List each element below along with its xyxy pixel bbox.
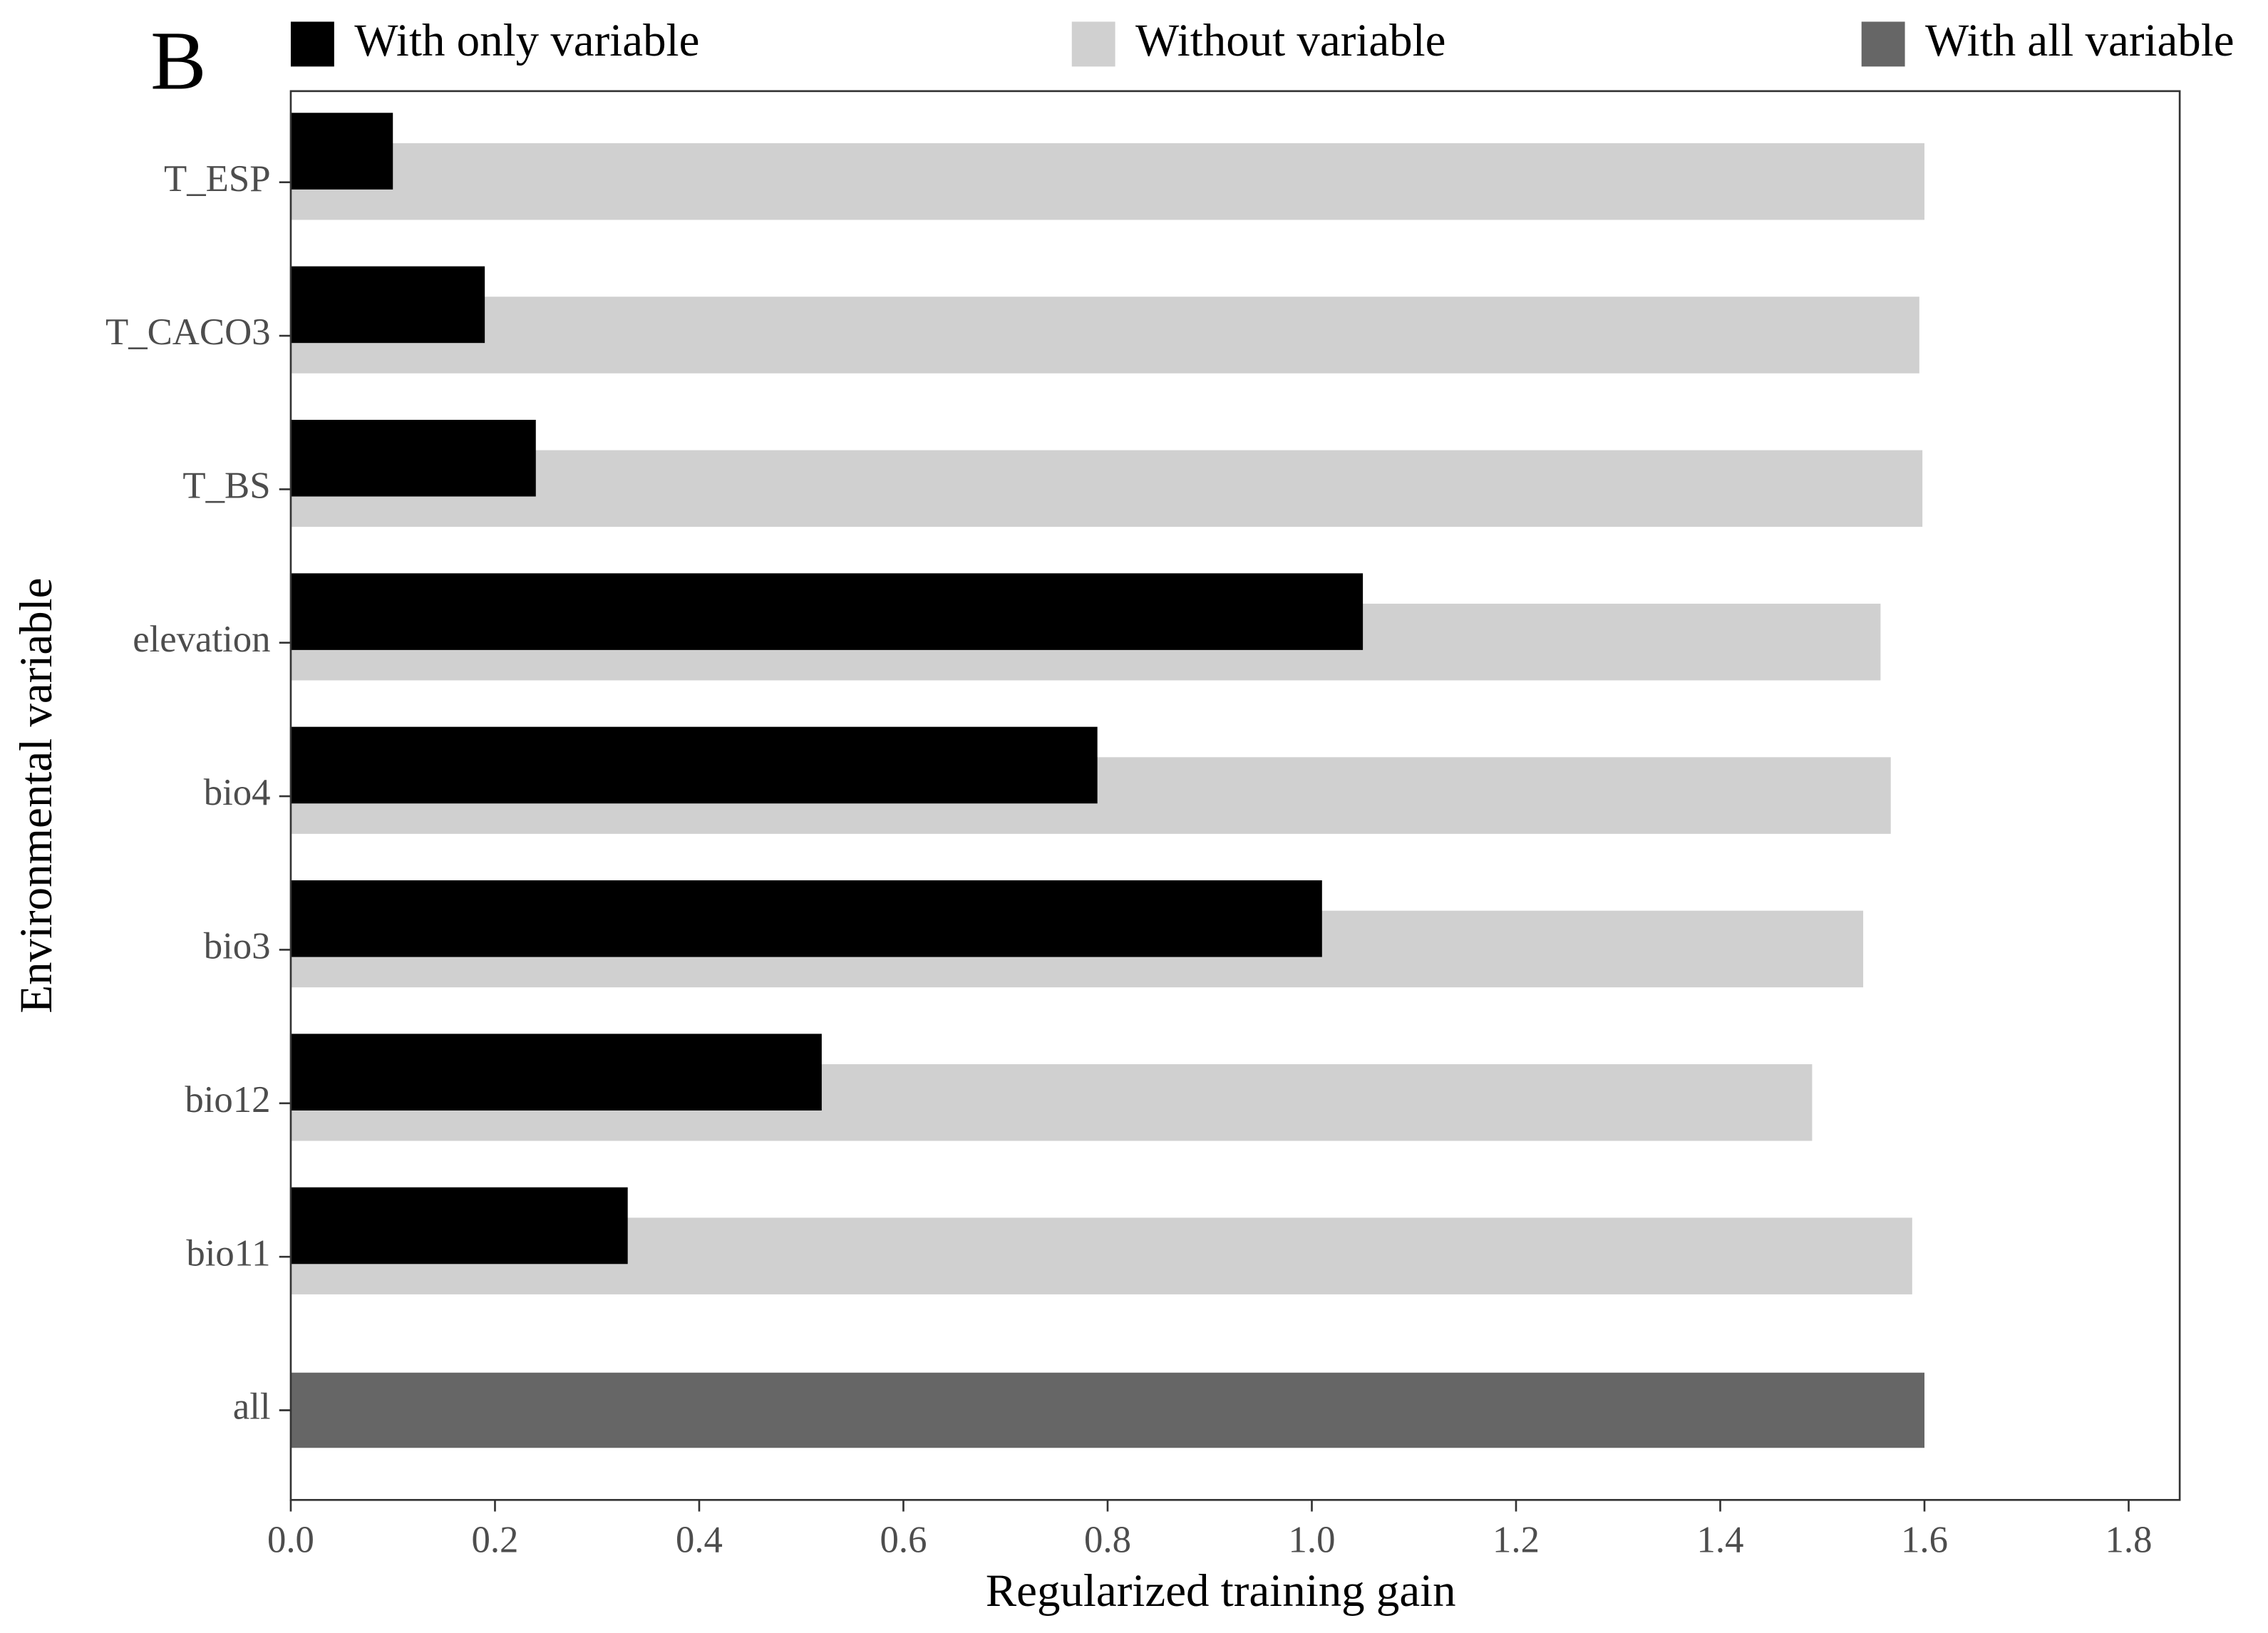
bar: [290, 880, 1322, 957]
y-tick-label: T_ESP: [164, 158, 271, 200]
bar: [290, 1187, 628, 1264]
x-tick-label: 1.8: [2105, 1519, 2153, 1560]
y-tick-label: bio11: [186, 1232, 270, 1274]
y-tick-label: T_BS: [182, 465, 270, 506]
x-tick-label: 0.4: [676, 1519, 723, 1560]
y-tick-label: T_CACO3: [105, 311, 271, 353]
x-tick-label: 1.6: [1901, 1519, 1948, 1560]
legend-swatch: [1861, 21, 1905, 67]
x-tick-label: 0.6: [880, 1519, 927, 1560]
bar: [290, 573, 1364, 650]
legend-label: Without variable: [1135, 15, 1445, 66]
bar: [290, 726, 1098, 804]
y-tick-label: bio4: [204, 772, 271, 813]
y-tick-label: elevation: [133, 619, 270, 660]
legend-swatch: [290, 21, 334, 67]
x-axis-label: Regularized training gain: [986, 1565, 1456, 1617]
chart-title: B: [150, 14, 206, 107]
x-tick-label: 0.2: [471, 1519, 518, 1560]
y-tick-label: all: [233, 1386, 271, 1428]
bar: [290, 297, 1919, 374]
y-axis-label: Environmental variable: [11, 578, 62, 1014]
x-tick-label: 0.0: [267, 1519, 314, 1560]
bar: [290, 1034, 822, 1111]
x-tick-label: 1.2: [1493, 1519, 1540, 1560]
bar: [290, 113, 393, 190]
x-tick-label: 0.8: [1084, 1519, 1131, 1560]
legend-swatch: [1071, 21, 1115, 67]
bar: [290, 450, 1923, 527]
y-tick-label: bio3: [204, 926, 271, 967]
legend-label: With all variable: [1925, 15, 2235, 66]
legend-label: With only variable: [354, 15, 699, 66]
bar: [290, 1372, 1925, 1448]
bar: [290, 419, 536, 497]
x-tick-label: 1.0: [1289, 1519, 1336, 1560]
y-tick-label: bio12: [185, 1079, 270, 1121]
bar: [290, 266, 485, 344]
x-tick-label: 1.4: [1697, 1519, 1744, 1560]
bar: [290, 143, 1925, 220]
